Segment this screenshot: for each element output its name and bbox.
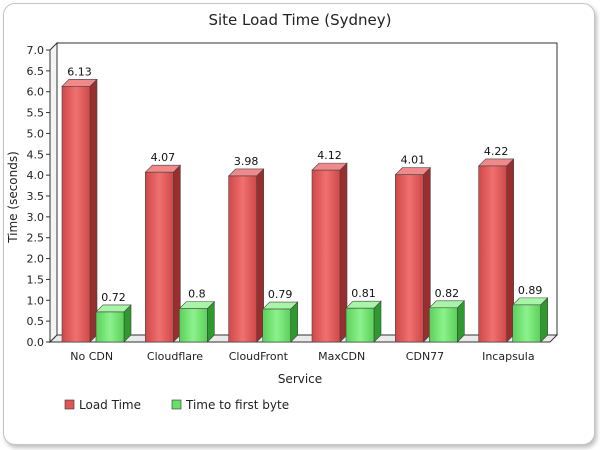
bar-ttfb (179, 308, 208, 343)
legend: Load Time Time to first byte (64, 398, 289, 412)
data-label: 4.07 (151, 151, 176, 164)
data-label: 0.8 (188, 288, 206, 301)
data-label: 0.89 (518, 284, 543, 297)
y-tick-label: 2.0 (27, 253, 45, 266)
y-tick-label: 6.5 (27, 65, 45, 78)
x-tick-label: MaxCDN (318, 350, 365, 363)
y-tick-label: 2.5 (27, 232, 45, 245)
data-label: 4.12 (317, 149, 342, 162)
bar-load-time (61, 85, 91, 343)
bar-ttfb (262, 308, 291, 343)
bar-load-time (395, 174, 424, 343)
data-label: 4.01 (401, 154, 426, 167)
bar-side (89, 78, 98, 343)
y-tick-label: 5.0 (27, 127, 45, 140)
bar-load-time (145, 171, 174, 343)
y-tick-label: 6.0 (27, 86, 45, 99)
plot-area: 0.0 0.5 1.0 1.5 2.0 2.5 3.0 3.5 4.0 4.5 5.0 5.5 6.0 6… (27, 41, 559, 363)
y-axis-label: Time (seconds) (6, 151, 20, 244)
x-tick-label: Incapsula (482, 350, 535, 363)
data-label: 0.82 (435, 287, 460, 300)
y-tick-label: 7.0 (27, 44, 45, 57)
y-tick-label: 1.5 (27, 273, 45, 286)
y-tick-label: 5.5 (27, 107, 45, 120)
y-tick-label: 0.5 (27, 315, 45, 328)
left-wall (49, 41, 58, 344)
y-tick-label: 1.0 (27, 294, 45, 307)
x-tick-label: CloudFront (229, 350, 289, 363)
legend-swatch (64, 399, 75, 410)
data-label: 6.13 (67, 65, 92, 78)
data-label: 3.98 (234, 155, 259, 168)
y-tick-label: 4.5 (27, 148, 45, 161)
data-label: 0.79 (268, 288, 293, 301)
legend-label: Time to first byte (185, 398, 289, 412)
bar-ttfb (512, 304, 541, 343)
y-tick-label: 3.0 (27, 211, 45, 224)
x-tick-label: No CDN (70, 350, 113, 363)
y-tick-label: 4.0 (27, 169, 45, 182)
chart-title: Site Load Time (Sydney) (208, 11, 391, 29)
bar-load-time (311, 169, 341, 343)
bar-ttfb (345, 307, 375, 343)
bar-ttfb (429, 307, 458, 343)
x-tick-label: CDN77 (406, 350, 444, 363)
data-label: 0.81 (351, 287, 376, 300)
bar-ttfb (95, 311, 125, 343)
x-tick-label: Cloudflare (147, 350, 203, 363)
data-label: 4.22 (484, 145, 509, 158)
x-axis-label: Service (278, 372, 322, 386)
bar-load-time (478, 165, 507, 343)
y-tick-label: 3.5 (27, 190, 45, 203)
bar-load-time (228, 175, 257, 343)
data-label: 0.72 (101, 291, 126, 304)
y-tick-label: 0.0 (27, 336, 45, 349)
legend-swatch (171, 399, 182, 410)
bar-side (540, 297, 548, 343)
legend-label: Load Time (79, 398, 141, 412)
